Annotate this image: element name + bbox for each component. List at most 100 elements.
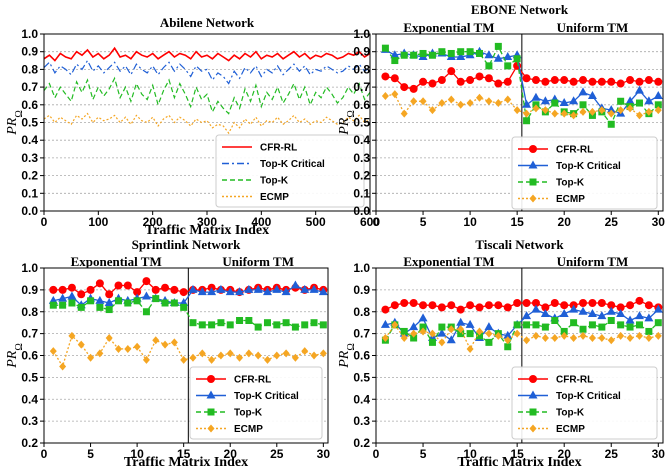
- data-point: [409, 322, 419, 331]
- data-point: [588, 334, 596, 342]
- legend-label: CFR-RL: [556, 145, 593, 156]
- data-point: [428, 79, 437, 88]
- chart-panel-1: 0.0 0.1 0.2 0.3 0.4 0.5 0.6 0.7 0.8 0.9 1.0 0 100 200…: [5, 15, 380, 238]
- data-point: [617, 106, 625, 115]
- x-tick-label: 100: [88, 215, 108, 229]
- data-point: [466, 99, 474, 108]
- data-point: [77, 340, 85, 349]
- data-point: [236, 353, 244, 362]
- data-point: [400, 334, 408, 342]
- data-point: [485, 329, 493, 338]
- data-point: [141, 291, 151, 300]
- legend-label: CFR-RL: [556, 375, 593, 386]
- y-tick-label: 1.0: [21, 27, 38, 41]
- series-cfr-rl: [381, 61, 663, 93]
- series-top-k: [43, 76, 371, 115]
- data-point: [236, 317, 244, 324]
- y-tick-label: 0.5: [353, 116, 370, 130]
- y-tick-label: 1.0: [353, 27, 370, 41]
- data-point: [551, 317, 559, 324]
- data-point: [578, 87, 588, 96]
- x-tick-label: 500: [306, 215, 326, 229]
- data-point: [617, 97, 625, 105]
- data-point: [635, 296, 644, 305]
- y-tick-label: 0.7: [353, 327, 370, 341]
- data-point: [626, 301, 635, 310]
- data-point: [207, 287, 217, 296]
- data-point: [87, 297, 95, 305]
- data-point: [617, 331, 625, 340]
- data-point: [607, 120, 615, 128]
- data-point: [503, 330, 513, 339]
- data-point: [635, 321, 643, 329]
- data-point: [217, 319, 225, 327]
- legend-box: [189, 366, 323, 440]
- legend-label: CFR-RL: [234, 375, 271, 386]
- data-point: [588, 107, 596, 116]
- data-point: [541, 303, 550, 312]
- data-point: [634, 85, 644, 94]
- region-label-exponential: Exponential TM: [71, 254, 162, 269]
- x-tick-label: 600: [360, 215, 380, 229]
- data-point: [522, 299, 531, 307]
- data-point: [654, 106, 662, 115]
- legend-label: ECMP: [556, 194, 585, 205]
- data-point: [254, 323, 262, 331]
- data-point: [504, 62, 512, 70]
- data-point: [531, 299, 540, 307]
- data-point: [456, 317, 466, 326]
- data-point: [282, 319, 290, 327]
- data-point: [254, 351, 262, 360]
- data-point: [560, 301, 569, 310]
- data-point: [225, 287, 235, 296]
- data-point: [310, 319, 318, 327]
- data-point: [400, 109, 408, 118]
- legend-label: ECMP: [556, 424, 585, 435]
- data-point: [391, 90, 399, 99]
- data-point: [523, 117, 531, 125]
- data-point: [400, 327, 408, 335]
- legend-marker: [529, 194, 537, 203]
- data-point: [428, 106, 436, 115]
- data-point: [447, 49, 455, 57]
- data-point: [523, 321, 531, 329]
- data-point: [301, 347, 309, 356]
- legend-marker: [529, 424, 537, 433]
- data-point: [58, 293, 68, 302]
- data-point: [645, 107, 653, 116]
- data-point: [494, 99, 502, 108]
- data-point: [226, 321, 234, 329]
- data-point: [381, 44, 389, 52]
- region-label-uniform: Uniform TM: [557, 254, 629, 269]
- data-point: [142, 355, 150, 364]
- data-point: [68, 299, 76, 307]
- x-tick-label: 20: [558, 447, 572, 461]
- data-point: [569, 304, 579, 313]
- data-point: [142, 308, 150, 316]
- series-ecmp: [381, 320, 662, 353]
- series-line: [43, 46, 371, 62]
- legend-marker: [207, 408, 215, 416]
- legend: CFR-RL Top-K Critical Top-K ECMP: [215, 134, 365, 208]
- data-point: [531, 304, 541, 313]
- data-point: [484, 301, 493, 310]
- legend-label: Top-K: [234, 408, 263, 419]
- data-point: [513, 321, 521, 329]
- chart-title: Tiscali Network: [475, 237, 564, 252]
- y-tick-label: 0.9: [353, 283, 370, 297]
- legend-box: [215, 134, 365, 208]
- data-point: [560, 109, 568, 118]
- x-tick-label: 5: [420, 447, 427, 461]
- data-point: [428, 329, 436, 338]
- data-point: [391, 320, 399, 329]
- data-point: [282, 349, 290, 358]
- y-tick-label: 0.1: [353, 186, 370, 200]
- y-tick-label: 0.7: [21, 80, 38, 94]
- data-point: [598, 323, 606, 331]
- legend-label: Top-K: [556, 408, 585, 419]
- data-point: [418, 313, 428, 322]
- data-point: [319, 349, 327, 358]
- data-point: [559, 308, 569, 317]
- data-point: [579, 101, 587, 109]
